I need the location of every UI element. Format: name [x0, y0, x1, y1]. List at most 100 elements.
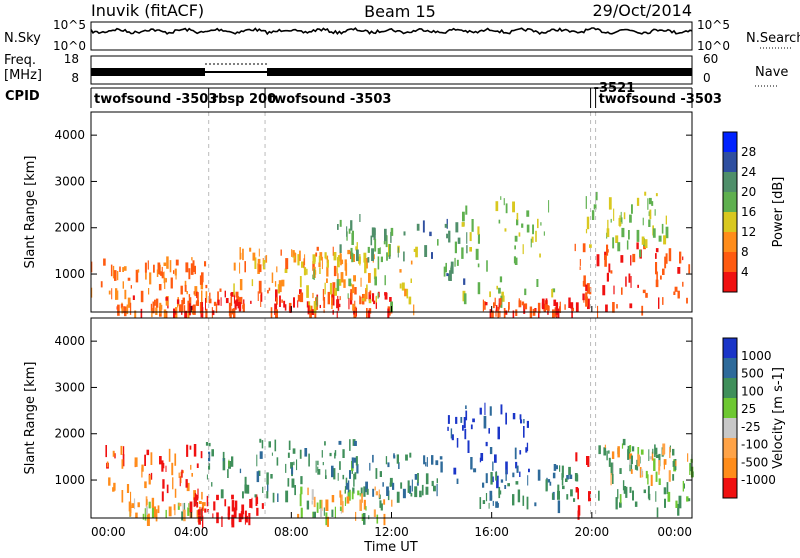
heatmap-cell — [211, 449, 214, 457]
heatmap-cell — [112, 265, 115, 279]
heatmap-cell — [549, 481, 552, 486]
heatmap-cell — [347, 489, 351, 501]
heatmap-cell — [244, 484, 248, 494]
heatmap-cell — [375, 295, 377, 303]
heatmap-cell — [496, 475, 499, 489]
heatmap-cell — [127, 277, 131, 281]
nsky-tick-bottom: 10^0 — [53, 39, 86, 53]
heatmap-cell — [121, 459, 124, 469]
heatmap-cell — [605, 304, 608, 312]
heatmap-cell — [303, 258, 305, 269]
velocity-colorbar-label: Velocity [m s-1] — [771, 367, 786, 469]
colorbar-swatch — [723, 358, 737, 379]
heatmap-cell — [647, 198, 649, 210]
heatmap-cell — [354, 287, 357, 295]
heatmap-cell — [201, 290, 203, 303]
heatmap-cell — [374, 238, 377, 252]
heatmap-cell — [450, 428, 453, 439]
heatmap-cell — [146, 513, 150, 526]
colorbar-tick-label: 100 — [741, 384, 764, 398]
heatmap-cell — [342, 449, 345, 458]
heatmap-cell — [142, 513, 145, 520]
heatmap-cell — [674, 286, 678, 292]
heatmap-cell — [287, 452, 290, 458]
heatmap-cell — [117, 290, 119, 300]
heatmap-cell — [461, 222, 465, 227]
heatmap-cell — [668, 248, 672, 262]
heatmap-cell — [276, 457, 279, 466]
heatmap-cell — [356, 249, 359, 262]
heatmap-cell — [536, 279, 539, 287]
heatmap-cell — [160, 304, 163, 310]
heatmap-cell — [552, 309, 555, 322]
heatmap-cell — [552, 472, 556, 479]
heatmap-cell — [568, 466, 571, 475]
heatmap-cell — [336, 299, 339, 309]
heatmap-cell — [244, 261, 246, 273]
heatmap-cell — [598, 445, 601, 455]
heatmap-cell — [276, 266, 278, 273]
heatmap-cell — [465, 410, 468, 421]
heatmap-cell — [353, 275, 356, 282]
y-tick-label: 2000 — [54, 221, 85, 235]
heatmap-cell — [610, 473, 612, 486]
heatmap-cell — [565, 478, 568, 482]
heatmap-cell — [250, 300, 252, 304]
heatmap-cell — [293, 253, 297, 263]
heatmap-cell — [244, 510, 247, 521]
heatmap-cell — [157, 262, 161, 275]
heatmap-cell — [306, 500, 310, 510]
heatmap-cell — [655, 471, 658, 482]
heatmap-cell — [629, 445, 632, 453]
heatmap-cell — [397, 247, 399, 258]
heatmap-cell — [207, 509, 209, 513]
heatmap-cell — [454, 241, 457, 254]
heatmap-cell — [649, 209, 652, 220]
heatmap-cell — [526, 420, 529, 428]
heatmap-cell — [325, 499, 329, 511]
heatmap-cell — [514, 447, 517, 460]
heatmap-cell — [521, 223, 524, 228]
heatmap-cell — [640, 468, 643, 476]
heatmap-cell — [686, 297, 688, 304]
heatmap-cell — [615, 497, 618, 510]
heatmap-cell — [205, 298, 206, 311]
nave-label: Nave — [755, 65, 788, 80]
heatmap-cell — [413, 304, 415, 316]
heatmap-cell — [611, 451, 615, 459]
heatmap-cell — [405, 454, 408, 461]
heatmap-cell — [369, 290, 372, 295]
heatmap-cell — [164, 277, 166, 289]
heatmap-cell — [161, 266, 163, 277]
freq-panel: Freq. [MHz] Nave 18 8 60 0 — [4, 52, 788, 87]
heatmap-cell — [414, 474, 417, 480]
heatmap-cell — [521, 301, 525, 306]
heatmap-cell — [377, 248, 381, 254]
heatmap-cell — [564, 304, 566, 310]
heatmap-cell — [303, 267, 307, 276]
heatmap-cell — [234, 500, 238, 511]
heatmap-cell — [350, 289, 353, 301]
colorbar-swatch — [723, 458, 737, 479]
heatmap-cell — [431, 455, 434, 465]
heatmap-cell — [100, 281, 103, 288]
heatmap-cell — [184, 305, 186, 313]
heatmap-cell — [555, 302, 559, 315]
heatmap-cell — [598, 490, 600, 501]
heatmap-cell — [317, 466, 319, 471]
heatmap-cell — [323, 507, 325, 516]
heatmap-cell — [169, 260, 172, 273]
heatmap-cell — [161, 460, 164, 472]
heatmap-cell — [271, 272, 274, 283]
heatmap-cell — [233, 283, 235, 296]
heatmap-cell — [535, 230, 537, 242]
heatmap-cell — [519, 471, 521, 477]
heatmap-cell — [551, 493, 554, 500]
heatmap-cell — [165, 296, 169, 306]
nsearch-tick-bottom: 10^0 — [697, 39, 730, 53]
heatmap-cell — [222, 457, 224, 462]
heatmap-cell — [334, 452, 336, 459]
heatmap-cell — [686, 496, 689, 502]
heatmap-cell — [129, 302, 132, 315]
